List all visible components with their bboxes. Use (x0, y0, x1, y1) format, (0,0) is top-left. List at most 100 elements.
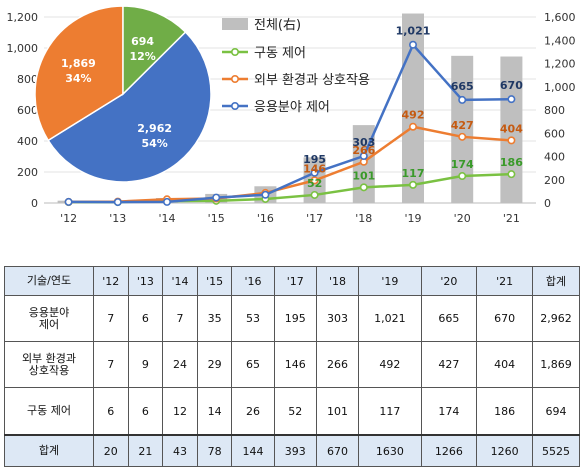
data-label: 492 (402, 109, 425, 122)
table-cell: 303 (315, 295, 360, 342)
table-cell: 404 (476, 341, 533, 388)
table-cell: 53 (231, 295, 275, 342)
x-tick: '12 (60, 212, 77, 225)
y-right-tick: 600 (544, 127, 565, 140)
table-cell: 492 (358, 341, 422, 388)
table-header-cell: 기술/연도 (4, 266, 94, 296)
bar (500, 56, 523, 204)
y-left-tick: 1,200 (7, 11, 39, 24)
table-cell: 2,962 (532, 295, 580, 342)
table-header-cell: 합계 (532, 266, 580, 296)
pie-pct-label: 54% (141, 137, 167, 150)
table-cell: 665 (420, 295, 478, 342)
table-cell: 117 (358, 387, 422, 436)
y-right-tick: 0 (544, 197, 551, 210)
table-header-cell: '20 (420, 266, 478, 296)
table-header-cell: '16 (231, 266, 275, 296)
data-label: 404 (500, 122, 523, 135)
table-header-cell: '19 (358, 266, 422, 296)
data-label: 427 (451, 119, 474, 132)
row-label: 구동 제어 (4, 387, 94, 436)
series-point (310, 176, 319, 185)
pie-slice (122, 5, 187, 96)
y-right-tick: 1,000 (544, 81, 576, 94)
table-header-cell: '15 (196, 266, 233, 296)
series-point (458, 95, 467, 104)
x-tick: '15 (208, 212, 225, 225)
legend-marker (231, 47, 240, 56)
table-cell: 694 (532, 387, 580, 436)
table-cell: 26 (231, 387, 275, 436)
table-cell: 7 (93, 295, 129, 342)
y-left-tick: 200 (17, 166, 38, 179)
legend-swatch (222, 18, 248, 30)
table-header-cell: '17 (273, 266, 317, 296)
data-label: 266 (352, 144, 375, 157)
table-cell: 9 (127, 341, 164, 388)
combo-chart: '12 '13 '14 '15 '16 '17 '18 '19 '20 '21 0 200 400 60… (7, 5, 576, 225)
pie-value-label: 694 (131, 35, 154, 48)
data-label: 195 (303, 153, 326, 166)
table-header-row: 기술/연도 '12'13'14'15'16'17'18'19'20'21 합계 (4, 266, 580, 296)
data-label: 101 (352, 169, 375, 182)
table-header-cell: '12 (93, 266, 129, 296)
table-cell: 6 (93, 387, 129, 436)
series-point (212, 193, 221, 202)
y-left-tick: 0 (31, 197, 38, 210)
table-cell: 35 (196, 295, 233, 342)
data-label: 174 (451, 158, 474, 171)
table-cell: 14 (196, 387, 233, 436)
pie-chart: 2,962 54% 1,869 34% 694 12% (34, 5, 212, 183)
table-cell: 7 (93, 341, 129, 388)
pie-value-label: 2,962 (137, 122, 172, 135)
legend-label: 전체(右) (254, 18, 301, 33)
table-cell: 266 (315, 341, 360, 388)
x-axis-ticks: '12 '13 '14 '15 '16 '17 '18 '19 '20 '21 (60, 212, 520, 225)
table-cell: 195 (273, 295, 317, 342)
series-point (458, 132, 467, 141)
series-point (507, 95, 516, 104)
table-cell: 670 (476, 295, 533, 342)
bar (402, 13, 424, 204)
series-point (113, 198, 122, 207)
table-cell: 12 (162, 387, 198, 436)
y-left-tick: 400 (17, 135, 38, 148)
legend-label: 외부 환경과 상호작용 (254, 73, 370, 88)
table-cell: 65 (231, 341, 275, 388)
table-cell: 7 (162, 295, 198, 342)
y-right-ticks: 0 200 400 600 800 1,000 1,200 1,400 1,600 (544, 11, 576, 210)
y-right-tick: 400 (544, 151, 565, 164)
y-right-tick: 800 (544, 104, 565, 117)
x-tick: '13 (109, 212, 126, 225)
series-point (64, 197, 73, 206)
table-cell: 6 (127, 295, 164, 342)
series-point (310, 190, 319, 199)
table-cell: 101 (315, 387, 360, 436)
series-point (163, 197, 172, 206)
series-point (408, 40, 417, 49)
table-cell: 24 (162, 341, 198, 388)
table-cell: 427 (420, 341, 478, 388)
x-tick: '18 (355, 212, 372, 225)
pie-slice (47, 30, 212, 183)
series-point (507, 136, 516, 145)
data-label: 303 (352, 136, 375, 149)
series-lines (64, 40, 516, 207)
table-header-cell: '18 (315, 266, 360, 296)
data-label: 670 (500, 79, 523, 92)
y-right-tick: 1,600 (544, 11, 576, 24)
table-row: 구동 제어 6 6 12 14 26 52 101 117 174 186 694 (4, 387, 580, 436)
row-label: 응용분야 제어 (4, 295, 94, 342)
data-label: 665 (451, 80, 474, 93)
data-label: 1,021 (396, 25, 431, 38)
data-label: 117 (402, 167, 425, 180)
y-left-ticks: 0 200 400 600 800 1,000 1,200 (7, 11, 39, 210)
table-header-cell: '13 (127, 266, 164, 296)
data-label: 52 (307, 177, 322, 190)
series-point (507, 170, 516, 179)
series-point (458, 172, 467, 181)
series-point (359, 183, 368, 192)
table-cell: 146 (273, 341, 317, 388)
table-cell: 1,021 (358, 295, 422, 342)
data-label: 186 (500, 156, 523, 169)
